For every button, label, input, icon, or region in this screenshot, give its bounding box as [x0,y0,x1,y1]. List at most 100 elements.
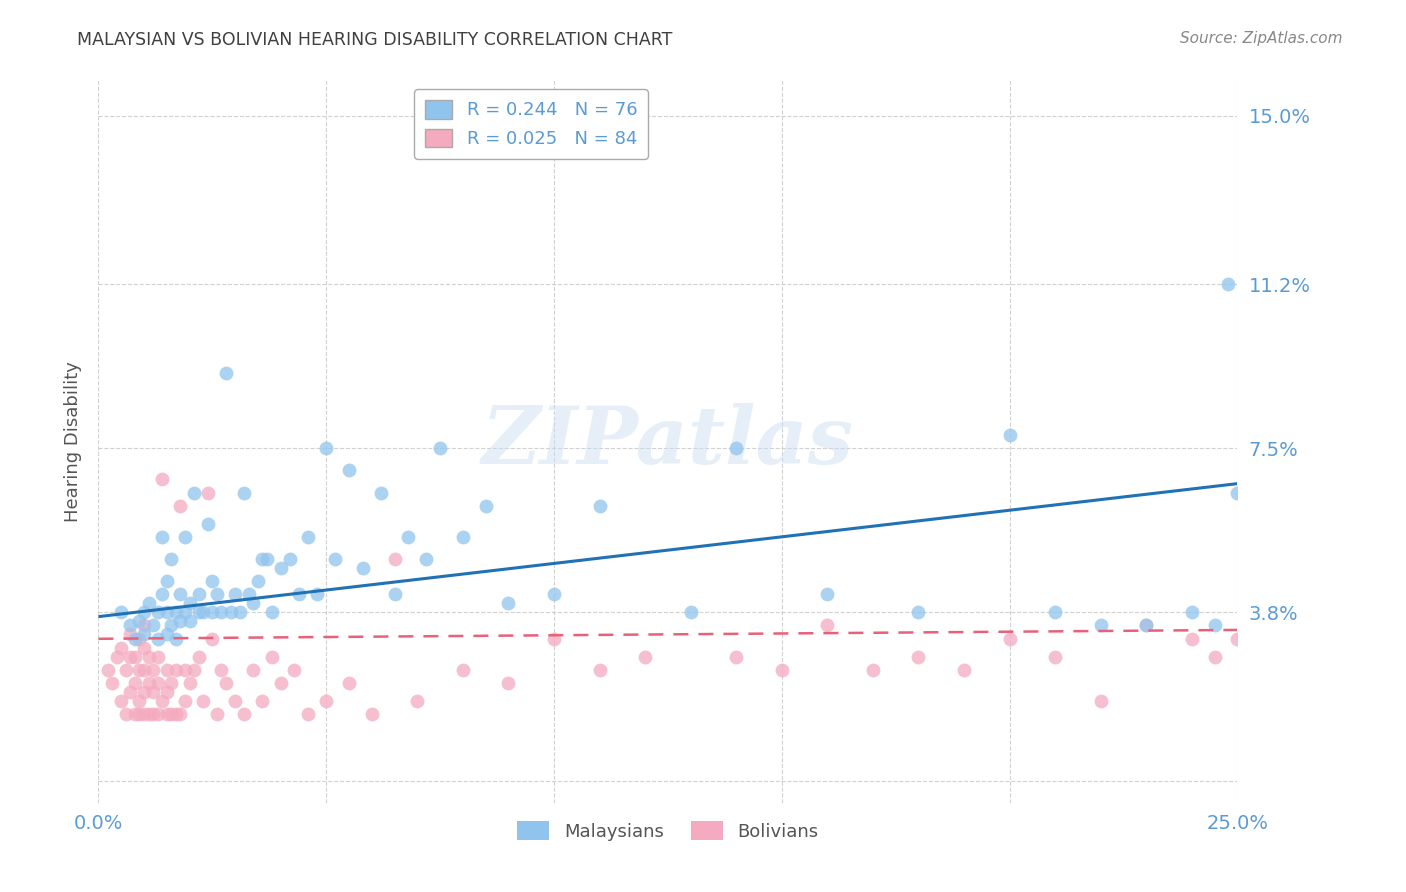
Point [315,441,337,455]
Point [138,707,160,722]
Point [1226,632,1249,646]
Point [165,663,187,677]
Point [307,587,329,601]
Point [120,685,142,699]
Point [197,516,219,531]
Point [120,618,142,632]
Point [142,663,165,677]
Point [169,499,191,513]
Point [187,605,209,619]
Point [142,618,165,632]
Point [132,627,155,641]
Point [205,587,228,601]
Point [679,605,702,619]
Point [174,694,197,708]
Point [260,649,283,664]
Point [128,694,150,708]
Point [1218,277,1240,292]
Point [132,685,155,699]
Point [146,632,169,646]
Point [1135,618,1157,632]
Point [146,676,169,690]
Point [283,663,305,677]
Point [150,472,173,486]
Point [1090,694,1112,708]
Point [543,587,565,601]
Point [260,605,283,619]
Point [128,663,150,677]
Point [128,707,150,722]
Point [160,676,183,690]
Point [179,676,201,690]
Point [953,663,976,677]
Text: ZIPatlas: ZIPatlas [482,403,853,480]
Point [124,676,146,690]
Point [150,530,173,544]
Point [297,707,319,722]
Point [169,587,191,601]
Legend: Malaysians, Bolivians: Malaysians, Bolivians [509,814,827,848]
Point [183,485,205,500]
Point [634,649,657,664]
Point [105,649,128,664]
Point [1181,605,1204,619]
Point [209,605,232,619]
Point [96,663,118,677]
Point [146,605,169,619]
Point [543,632,565,646]
Point [132,640,155,655]
Point [1043,649,1066,664]
Point [770,663,793,677]
Point [1181,632,1204,646]
Point [142,685,165,699]
Point [128,632,150,646]
Point [315,694,337,708]
Point [156,707,179,722]
Point [429,441,451,455]
Point [252,552,274,566]
Point [396,530,419,544]
Point [169,614,191,628]
Point [146,707,169,722]
Point [128,614,150,628]
Point [360,707,382,722]
Point [187,587,209,601]
Point [209,663,232,677]
Point [498,596,520,610]
Point [138,596,160,610]
Point [160,618,183,632]
Point [156,685,179,699]
Point [132,707,155,722]
Point [907,649,929,664]
Point [179,614,201,628]
Point [242,663,264,677]
Point [862,663,884,677]
Point [156,605,179,619]
Point [725,649,748,664]
Point [588,663,610,677]
Point [815,618,838,632]
Point [233,485,256,500]
Point [201,574,224,589]
Point [132,663,155,677]
Point [110,694,132,708]
Point [120,627,142,641]
Point [337,463,360,477]
Point [146,649,169,664]
Point [201,605,224,619]
Point [150,587,173,601]
Text: MALAYSIAN VS BOLIVIAN HEARING DISABILITY CORRELATION CHART: MALAYSIAN VS BOLIVIAN HEARING DISABILITY… [77,31,672,49]
Point [815,587,838,601]
Point [246,574,269,589]
Point [242,596,264,610]
Point [219,605,242,619]
Point [1135,618,1157,632]
Point [384,587,406,601]
Point [132,618,155,632]
Point [124,707,146,722]
Point [101,676,124,690]
Point [907,605,929,619]
Point [160,707,183,722]
Point [1204,649,1226,664]
Point [278,552,301,566]
